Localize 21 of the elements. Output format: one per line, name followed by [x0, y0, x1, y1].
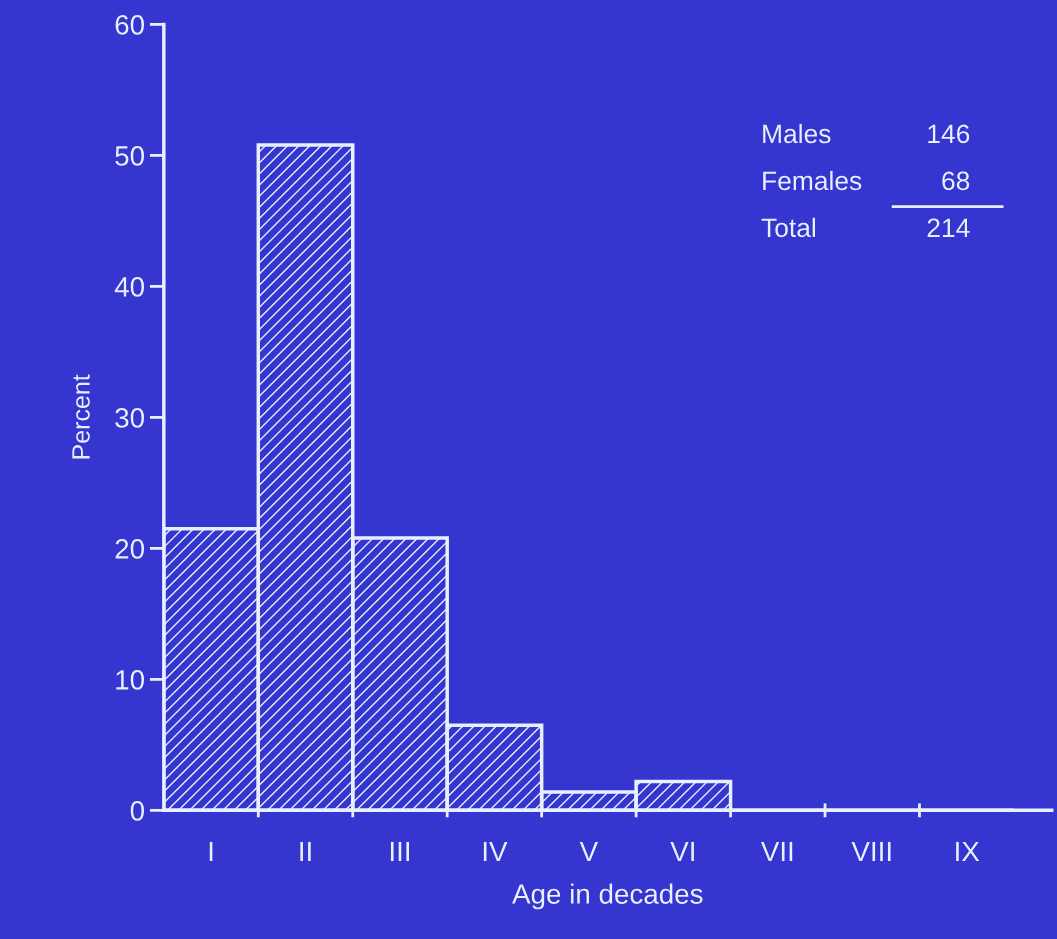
- y-tick-label: 0: [130, 801, 144, 821]
- y-tick-label: 40: [114, 277, 144, 297]
- x-tick-label: VII: [760, 841, 793, 862]
- x-tick-label: II: [300, 841, 311, 862]
- y-tick-label: 10: [116, 670, 144, 690]
- x-tick-label: III: [390, 841, 409, 862]
- y-tick-label: 20: [115, 539, 144, 559]
- text: Males 146: [763, 123, 970, 144]
- x-tick-label: IX: [956, 841, 980, 862]
- x-tick-label: I: [209, 841, 213, 862]
- y-tick-label: 30: [115, 408, 144, 428]
- x-tick-label: V: [579, 841, 599, 862]
- x-tick-label: IV: [483, 841, 508, 862]
- text: Females 68: [763, 170, 970, 191]
- y-tick-label: 60: [115, 15, 144, 35]
- x-axis-title: Age in decades: [512, 883, 703, 910]
- x-tick-label: VI: [670, 841, 694, 862]
- text: Total 214: [761, 217, 970, 238]
- y-axis-title: Percent: [72, 374, 90, 459]
- x-tick-label: VIII: [851, 841, 891, 862]
- y-tick-label: 50: [115, 146, 144, 166]
